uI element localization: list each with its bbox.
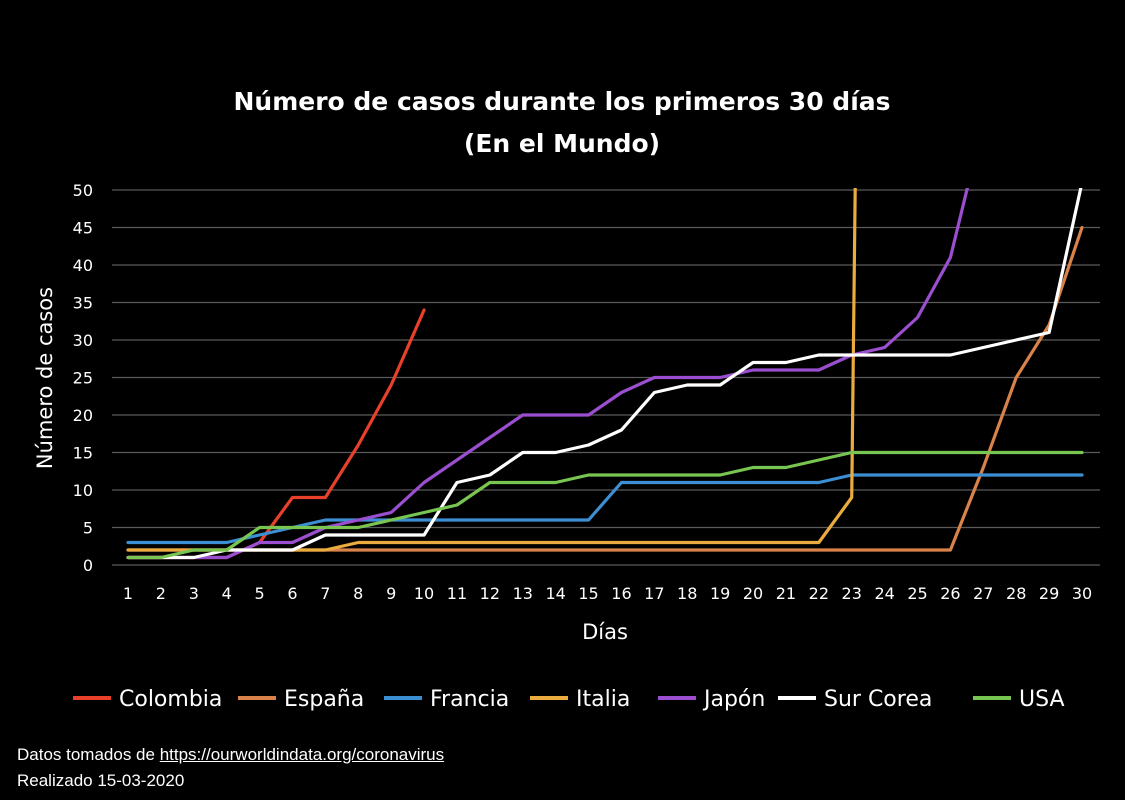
x-tick-label: 12 (480, 584, 500, 603)
y-axis-label: Número de casos (33, 287, 57, 469)
x-tick-label: 4 (222, 584, 232, 603)
x-tick-label: 30 (1072, 584, 1092, 603)
x-tick-label: 15 (578, 584, 598, 603)
x-tick-label: 21 (776, 584, 796, 603)
series-line-usa (126, 450, 1084, 560)
x-tick-label: 3 (189, 584, 199, 603)
x-tick-label: 2 (156, 584, 166, 603)
x-tick-label: 20 (743, 584, 763, 603)
x-axis-label: Días (582, 620, 628, 644)
series-line-francia (126, 473, 1084, 545)
legend-label: USA (1019, 687, 1065, 712)
x-tick-label: 7 (320, 584, 330, 603)
y-tick-label: 5 (83, 519, 93, 538)
source-link[interactable]: https://ourworldindata.org/coronavirus (159, 745, 445, 764)
x-tick-label: 23 (842, 584, 862, 603)
x-tick-label: 16 (611, 584, 631, 603)
x-tick-label: 13 (513, 584, 533, 603)
y-tick-label: 40 (73, 256, 93, 275)
x-tick-label: 5 (254, 584, 264, 603)
x-tick-label: 18 (677, 584, 697, 603)
y-tick-label: 25 (73, 369, 93, 388)
x-tick-label: 25 (907, 584, 927, 603)
legend-label: España (284, 687, 364, 712)
y-tick-label: 50 (73, 181, 93, 200)
legend-label: Francia (430, 687, 509, 712)
footer-source-prefix: Datos tomados de (17, 745, 160, 764)
y-tick-label: 30 (73, 331, 93, 350)
footer-source: Datos tomados de https://ourworldindata.… (17, 745, 444, 765)
y-tick-label: 35 (73, 294, 93, 313)
series-line-sur-corea (126, 188, 1083, 560)
x-tick-label: 27 (973, 584, 993, 603)
x-tick-label: 26 (940, 584, 960, 603)
x-axis-ticks: 1 2 3 4 5 6 7 8 9 10 11 12 13 14 15 16 17 18 19 20 21 22 23 24 2… (123, 584, 1092, 603)
y-tick-label: 45 (73, 219, 93, 238)
legend: Colombia España Francia Italia Japón Sur Core… (73, 687, 1065, 712)
x-tick-label: 28 (1006, 584, 1026, 603)
x-tick-label: 22 (809, 584, 829, 603)
y-tick-label: 15 (73, 444, 93, 463)
x-tick-label: 11 (447, 584, 467, 603)
series-line-japón (126, 188, 969, 560)
legend-label: Colombia (119, 687, 222, 712)
y-tick-label: 20 (73, 406, 93, 425)
x-tick-label: 10 (414, 584, 434, 603)
x-tick-label: 14 (545, 584, 565, 603)
x-tick-label: 1 (123, 584, 133, 603)
x-tick-label: 8 (353, 584, 363, 603)
x-tick-label: 19 (710, 584, 730, 603)
line-chart: Número de casos durante los primeros 30 … (33, 87, 1100, 712)
chart-title: Número de casos durante los primeros 30 … (233, 87, 890, 116)
y-axis-ticks: 0 5 10 15 20 25 30 35 40 45 50 (73, 181, 93, 575)
y-tick-label: 0 (83, 556, 93, 575)
legend-label: Sur Corea (824, 687, 932, 712)
series-lines (126, 188, 1084, 560)
x-tick-label: 6 (287, 584, 297, 603)
y-tick-label: 10 (73, 481, 93, 500)
x-tick-label: 24 (874, 584, 894, 603)
x-tick-label: 17 (644, 584, 664, 603)
x-tick-label: 9 (386, 584, 396, 603)
x-tick-label: 29 (1039, 584, 1059, 603)
footer-date: Realizado 15-03-2020 (17, 771, 185, 790)
legend-label: Japón (702, 687, 765, 712)
chart-subtitle: (En el Mundo) (464, 129, 660, 158)
legend-label: Italia (576, 687, 630, 712)
